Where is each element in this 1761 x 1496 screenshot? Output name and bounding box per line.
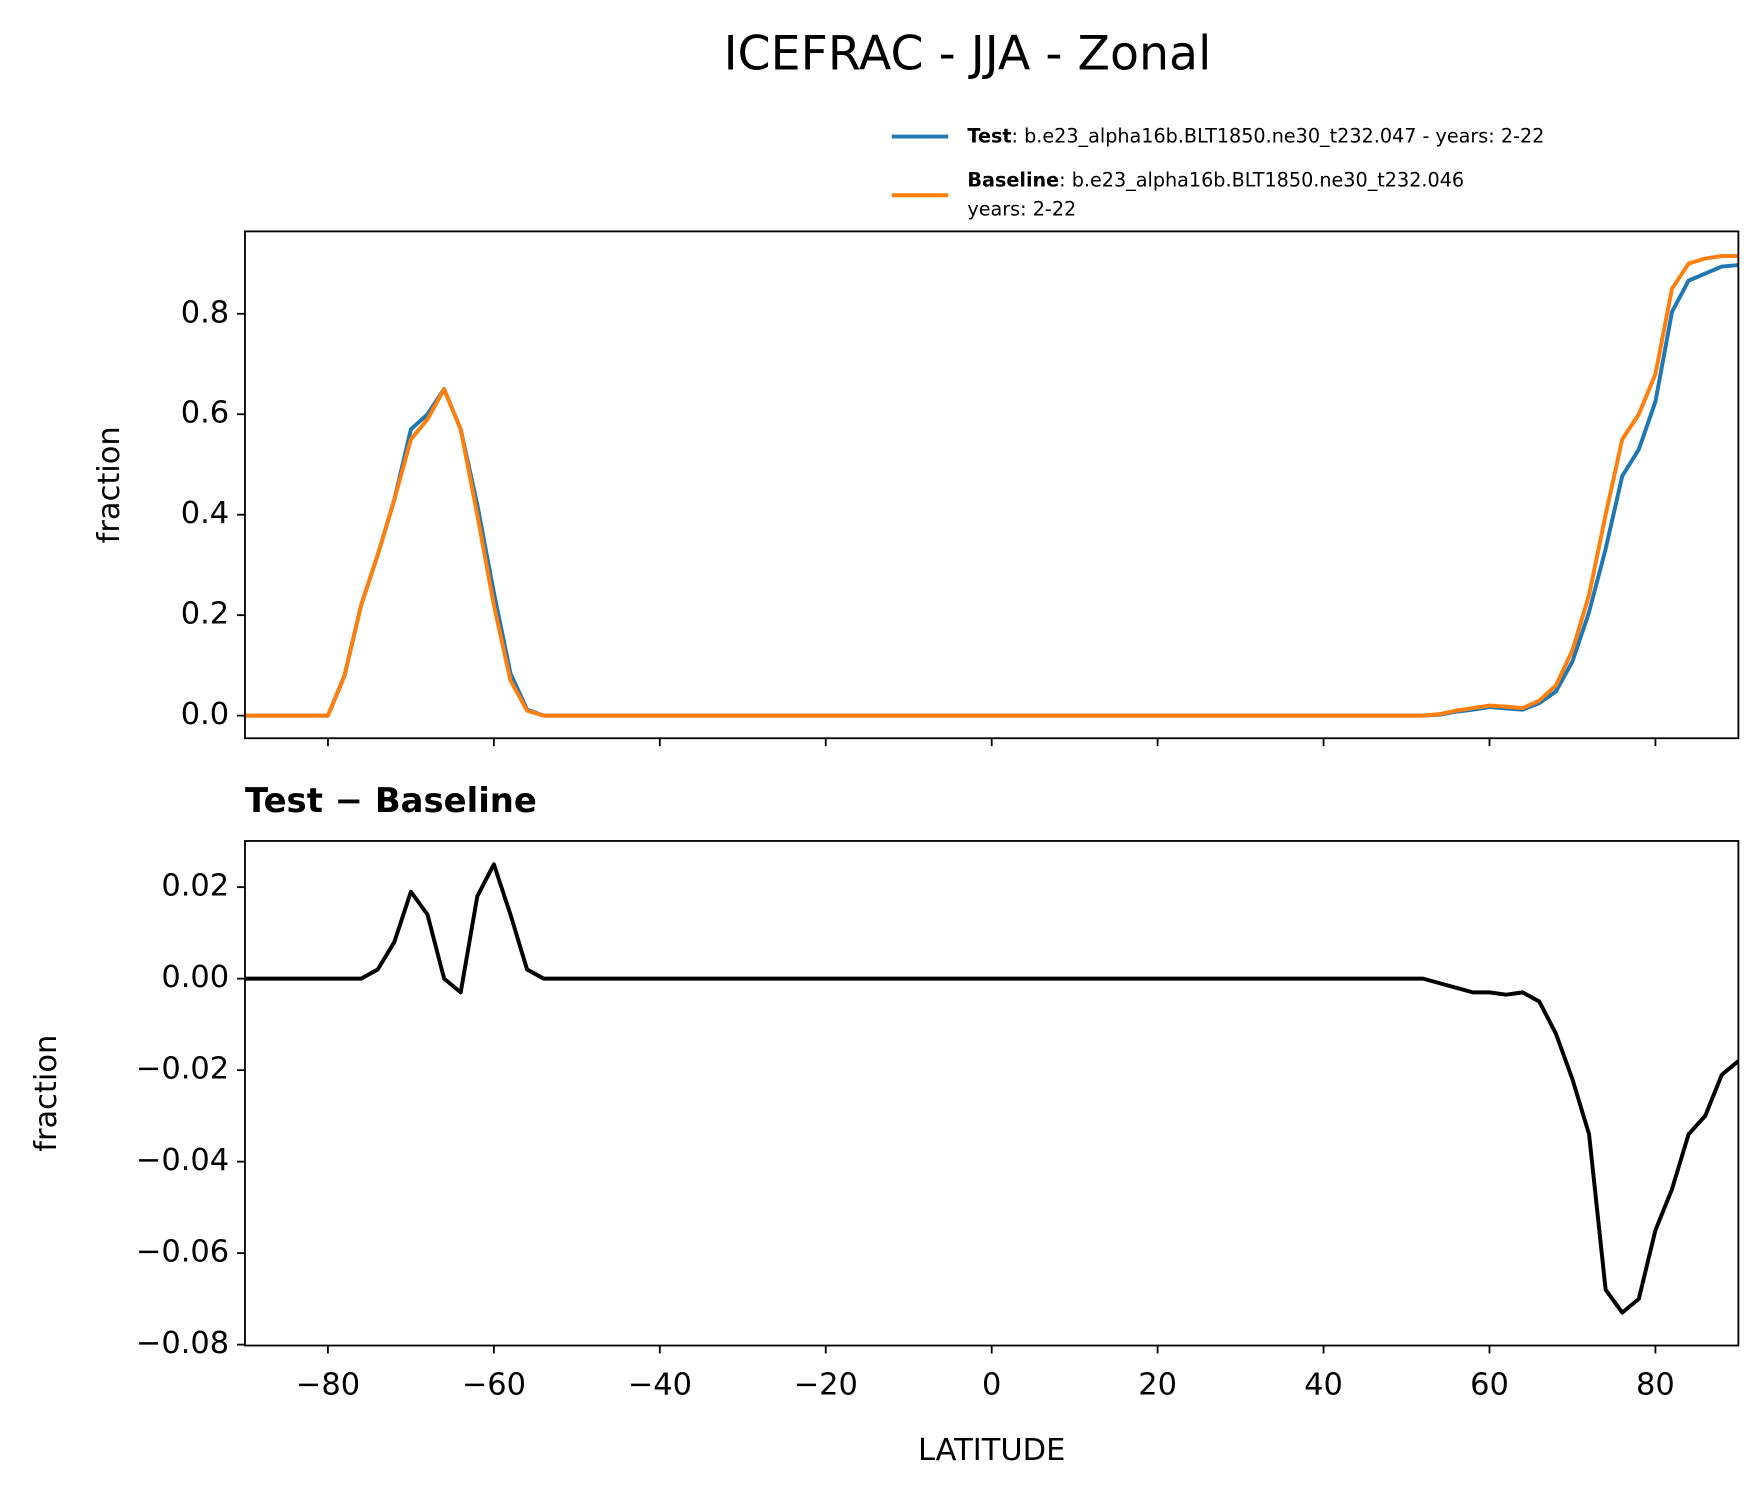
x-tick-label: 0	[982, 1368, 1001, 1403]
x-tick-label: 40	[1304, 1368, 1343, 1403]
panel-title: Test − Baseline	[245, 781, 537, 820]
y-tick-label: 0.4	[181, 496, 229, 531]
y-tick-label: 0.2	[181, 597, 229, 632]
legend-description: : b.e23_alpha16b.BLT1850.ne30_t232.047 -…	[1012, 124, 1545, 147]
legend-label: Baseline: b.e23_alpha16b.BLT1850.ne30_t2…	[967, 168, 1464, 191]
x-axis-label: LATITUDE	[918, 1433, 1065, 1468]
x-tick-label: −80	[296, 1368, 360, 1403]
y-tick-label: 0.02	[161, 869, 229, 904]
y-tick-label: 0.0	[181, 697, 229, 732]
x-tick-label: 60	[1470, 1368, 1509, 1403]
x-tick-label: −40	[628, 1368, 692, 1403]
series-line	[244, 862, 1739, 1315]
x-tick-label: 20	[1138, 1368, 1177, 1403]
y-tick-label: −0.06	[136, 1235, 229, 1270]
y-axis-label: fraction	[92, 426, 127, 543]
plot-frame	[244, 230, 1740, 740]
legend-description: years: 2-22	[967, 197, 1076, 220]
y-tick-label: 0.00	[161, 960, 229, 995]
y-tick-label: 0.6	[181, 396, 229, 431]
y-tick-label: −0.08	[136, 1326, 229, 1361]
y-tick-label: −0.02	[136, 1052, 229, 1087]
y-tick-label: 0.8	[181, 295, 229, 330]
x-tick-label: −60	[462, 1368, 526, 1403]
figure-title: ICEFRAC - JJA - Zonal	[724, 26, 1212, 81]
legend-label: Test: b.e23_alpha16b.BLT1850.ne30_t232.0…	[967, 124, 1544, 147]
series-line	[244, 254, 1739, 718]
x-tick-label: −20	[794, 1368, 858, 1403]
plot-frame	[244, 840, 1740, 1347]
y-tick-label: −0.04	[136, 1143, 229, 1178]
legend-description: : b.e23_alpha16b.BLT1850.ne30_t232.046	[1059, 168, 1464, 191]
legend-name: Baseline	[967, 168, 1059, 191]
x-tick-label: 80	[1636, 1368, 1675, 1403]
legend-name: Test	[967, 124, 1011, 147]
y-axis-label: fraction	[29, 1035, 64, 1152]
